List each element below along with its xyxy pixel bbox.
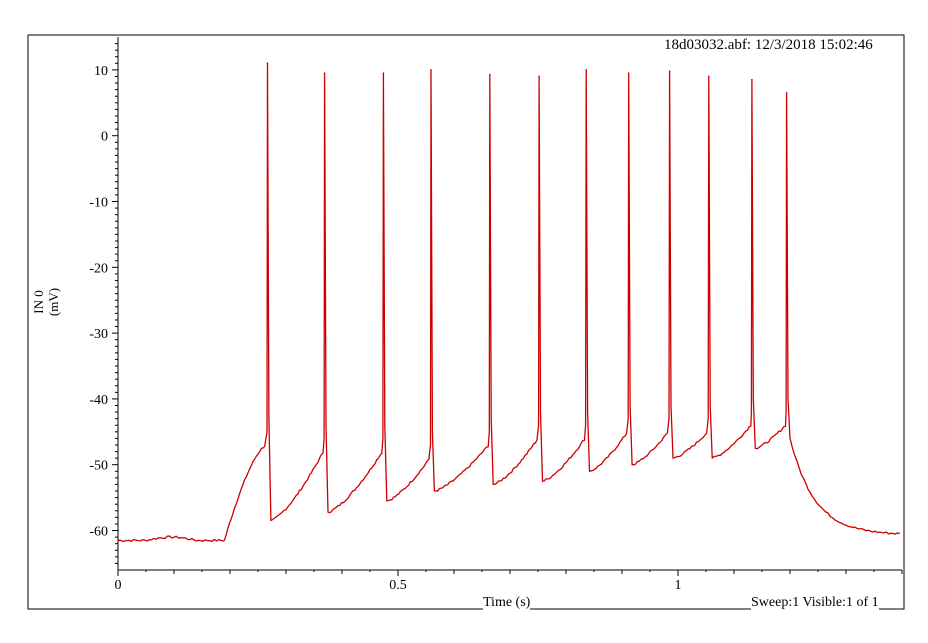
x-axis-label: Time (s) xyxy=(483,595,531,611)
y-tick-label: -30 xyxy=(89,327,108,342)
y-axis: 10 0 -10 -20 -30 -40 -50 -60 xyxy=(89,37,119,570)
y-tick-label: -20 xyxy=(89,261,108,276)
sweep-info-label: Sweep:1 Visible:1 of 1 xyxy=(751,595,879,611)
y-axis-label-line1: IN 0 xyxy=(31,290,46,313)
spike-peak-point xyxy=(538,75,540,78)
membrane-potential-trace xyxy=(117,62,900,543)
y-tick-label: -10 xyxy=(89,196,108,211)
spike-peak-point xyxy=(489,73,491,76)
y-tick-label: 10 xyxy=(94,64,108,79)
spike-peak-point xyxy=(382,72,385,74)
spike-peak-point xyxy=(751,78,753,81)
plot-frame xyxy=(27,34,905,610)
spike-peak-point xyxy=(585,69,587,71)
y-tick-label: -60 xyxy=(89,525,108,540)
y-tick-label: -50 xyxy=(89,459,108,474)
spike-peak-point xyxy=(266,62,269,65)
spike-peak-point xyxy=(430,69,432,71)
x-tick-label: 0.5 xyxy=(389,578,407,593)
x-axis: 0 0.5 1 xyxy=(115,569,903,593)
spike-peak-point xyxy=(785,92,788,94)
spike-peak-point xyxy=(323,72,326,74)
file-info-label: 18d03032.abf: 12/3/2018 15:02:46 xyxy=(648,37,879,54)
y-tick-label: -40 xyxy=(89,393,108,408)
y-tick-label: 0 xyxy=(101,130,108,145)
spike-peak-point xyxy=(627,72,630,74)
spike-peak-point xyxy=(708,75,710,78)
y-axis-label-line2: (mV) xyxy=(46,288,61,316)
spike-peak-point xyxy=(668,70,671,73)
x-tick-label: 1 xyxy=(675,578,682,593)
x-tick-label: 0 xyxy=(115,578,122,593)
